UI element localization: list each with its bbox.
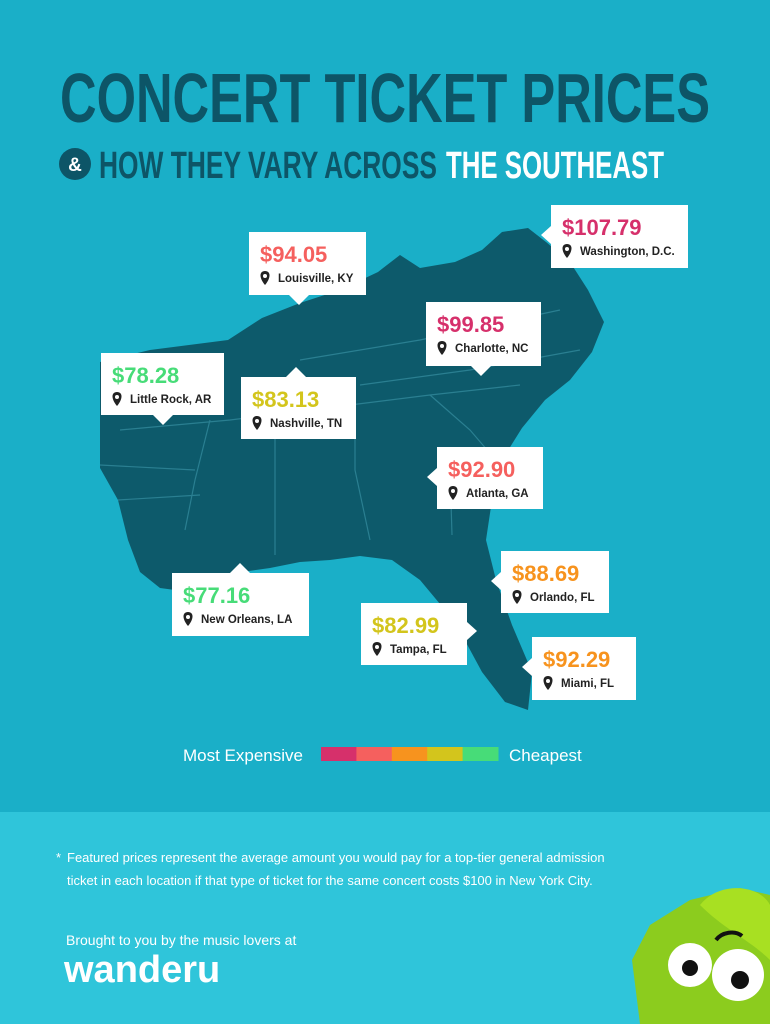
city: Atlanta, GA: [466, 488, 529, 500]
pin-dot: [186, 615, 190, 619]
callout: $83.13 Nashville, TN: [241, 367, 356, 439]
callout-pointer: [286, 367, 306, 377]
city: Charlotte, NC: [455, 343, 528, 355]
price: $92.29: [543, 647, 610, 672]
brand: wanderu: [63, 949, 220, 991]
price: $99.85: [437, 312, 504, 337]
legend-high-label: Most Expensive: [183, 746, 303, 765]
callout-box: [241, 377, 356, 439]
pin-dot: [263, 274, 267, 278]
callout-pointer: [230, 563, 250, 573]
city: Louisville, KY: [278, 273, 354, 285]
city: Miami, FL: [561, 678, 614, 690]
city: Orlando, FL: [530, 592, 595, 604]
price: $107.79: [562, 215, 642, 240]
pin-dot: [375, 645, 379, 649]
callout: $94.05 Louisville, KY: [249, 232, 366, 305]
city: Little Rock, AR: [130, 394, 212, 406]
callout-box: [532, 637, 636, 700]
legend-swatch: [427, 747, 464, 761]
price: $78.28: [112, 363, 179, 388]
callout-box: [101, 353, 224, 415]
callout-pointer: [491, 572, 501, 590]
callout-pointer: [522, 658, 532, 676]
callout-pointer: [427, 468, 437, 486]
callout: $99.85 Charlotte, NC: [426, 302, 541, 376]
callout: $78.28 Little Rock, AR: [101, 353, 224, 425]
credit: Brought to you by the music lovers at: [66, 932, 296, 948]
pin-dot: [515, 593, 519, 597]
pin-dot: [440, 344, 444, 348]
callout-box: [501, 551, 609, 613]
city: New Orleans, LA: [201, 614, 292, 626]
callout-box: [551, 205, 688, 268]
legend-low-label: Cheapest: [509, 746, 582, 765]
callout: $88.69 Orlando, FL: [491, 551, 609, 613]
pin-dot: [451, 489, 455, 493]
note-line: Featured prices represent the average am…: [67, 850, 605, 865]
callout-pointer: [289, 295, 309, 305]
note-line: ticket in each location if that type of …: [67, 873, 593, 888]
price: $94.05: [260, 242, 327, 267]
callouts: $107.79 Washington, D.C. $94.05 Louisville,…: [101, 205, 688, 700]
amp: &: [68, 155, 82, 176]
callout: $92.90 Atlanta, GA: [427, 447, 543, 509]
amp-badge: [59, 148, 91, 180]
title: CONCERT TICKET PRICES: [60, 59, 710, 137]
callout-pointer: [541, 226, 551, 244]
city: Tampa, FL: [390, 644, 447, 656]
legend-bar: [321, 747, 499, 761]
city: Nashville, TN: [270, 418, 342, 430]
callout-box: [361, 603, 467, 665]
mascot: [632, 888, 770, 1024]
callout-pointer: [467, 622, 477, 640]
callout-box: [249, 232, 366, 295]
note-marker: *: [56, 850, 61, 865]
legend-swatch: [462, 747, 499, 761]
legend-swatch: [391, 747, 428, 761]
callout: $82.99 Tampa, FL: [361, 603, 477, 665]
callout: $77.16 New Orleans, LA: [172, 563, 309, 636]
callout-box: [437, 447, 543, 509]
pin-dot: [255, 419, 259, 423]
price: $83.13: [252, 387, 319, 412]
price: $88.69: [512, 561, 579, 586]
pin-dot: [546, 679, 550, 683]
callout-pointer: [471, 366, 491, 376]
pin-dot: [115, 395, 119, 399]
legend-swatch: [321, 747, 357, 761]
callout-box: [426, 302, 541, 366]
subtitle: HOW THEY VARY ACROSS: [99, 145, 437, 187]
legend-swatch: [356, 747, 393, 761]
price: $92.90: [448, 457, 515, 482]
price: $77.16: [183, 583, 250, 608]
price: $82.99: [372, 613, 439, 638]
subtitle-emphasis: THE SOUTHEAST: [446, 145, 664, 187]
pin-dot: [565, 247, 569, 251]
callout-pointer: [153, 415, 173, 425]
callout: $92.29 Miami, FL: [522, 637, 636, 700]
callout: $107.79 Washington, D.C.: [541, 205, 688, 268]
callout-box: [172, 573, 309, 636]
city: Washington, D.C.: [580, 246, 675, 258]
